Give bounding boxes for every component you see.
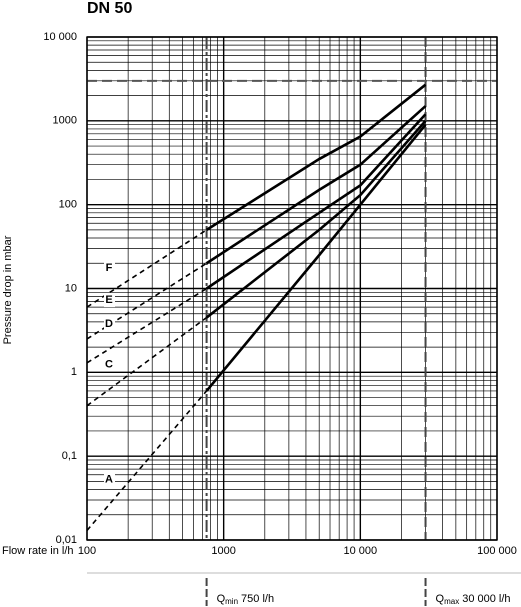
x-tick-label: 100 000 <box>477 545 517 557</box>
x-tick-label: 100 <box>78 545 96 557</box>
series-label: A <box>105 474 113 486</box>
series-line <box>86 229 208 308</box>
y-tick-label: 0,1 <box>62 450 77 462</box>
series-label: E <box>105 294 112 306</box>
x-tick-label: 1000 <box>211 545 235 557</box>
series-line <box>86 390 208 531</box>
marker-label: Qmax 30 000 l/h <box>436 593 511 606</box>
y-tick-label: 10 000 <box>43 31 77 43</box>
label-bg <box>104 293 115 308</box>
marker-sub: min <box>225 597 238 606</box>
y-tick-label: 100 <box>59 199 77 211</box>
y-tick-label: 10 <box>65 282 77 294</box>
y-tick-label: 1 <box>71 366 77 378</box>
x-axis-label: Flow rate in l/h <box>2 545 74 557</box>
marker-value: 30 000 l/h <box>462 593 510 605</box>
series-line <box>86 287 208 364</box>
marker-sub: max <box>444 597 459 606</box>
series-line <box>205 83 427 232</box>
marker-label: Qmin 750 l/h <box>217 593 274 606</box>
label-bg <box>104 260 115 275</box>
series-label: C <box>105 358 113 370</box>
y-tick-label: 0,01 <box>56 534 77 546</box>
marker-symbol: Q <box>436 593 445 605</box>
chart-title: DN 50 <box>87 0 132 17</box>
label-bg <box>104 357 115 372</box>
marker-value: 750 l/h <box>241 593 274 605</box>
label-bg <box>104 317 115 332</box>
y-tick-label: 1000 <box>53 115 77 127</box>
y-axis-label: Pressure drop in mbar <box>2 235 14 344</box>
series-line <box>205 119 427 319</box>
series-line <box>205 123 427 392</box>
series-line <box>205 113 427 290</box>
series-line <box>205 105 427 265</box>
x-tick-label: 10 000 <box>344 545 378 557</box>
plot-frame <box>86 36 498 541</box>
series-line <box>86 316 208 407</box>
series-label: F <box>106 262 113 274</box>
marker-symbol: Q <box>217 593 226 605</box>
label-bg <box>104 472 115 487</box>
series-line <box>86 262 208 340</box>
series-label: D <box>105 318 113 330</box>
